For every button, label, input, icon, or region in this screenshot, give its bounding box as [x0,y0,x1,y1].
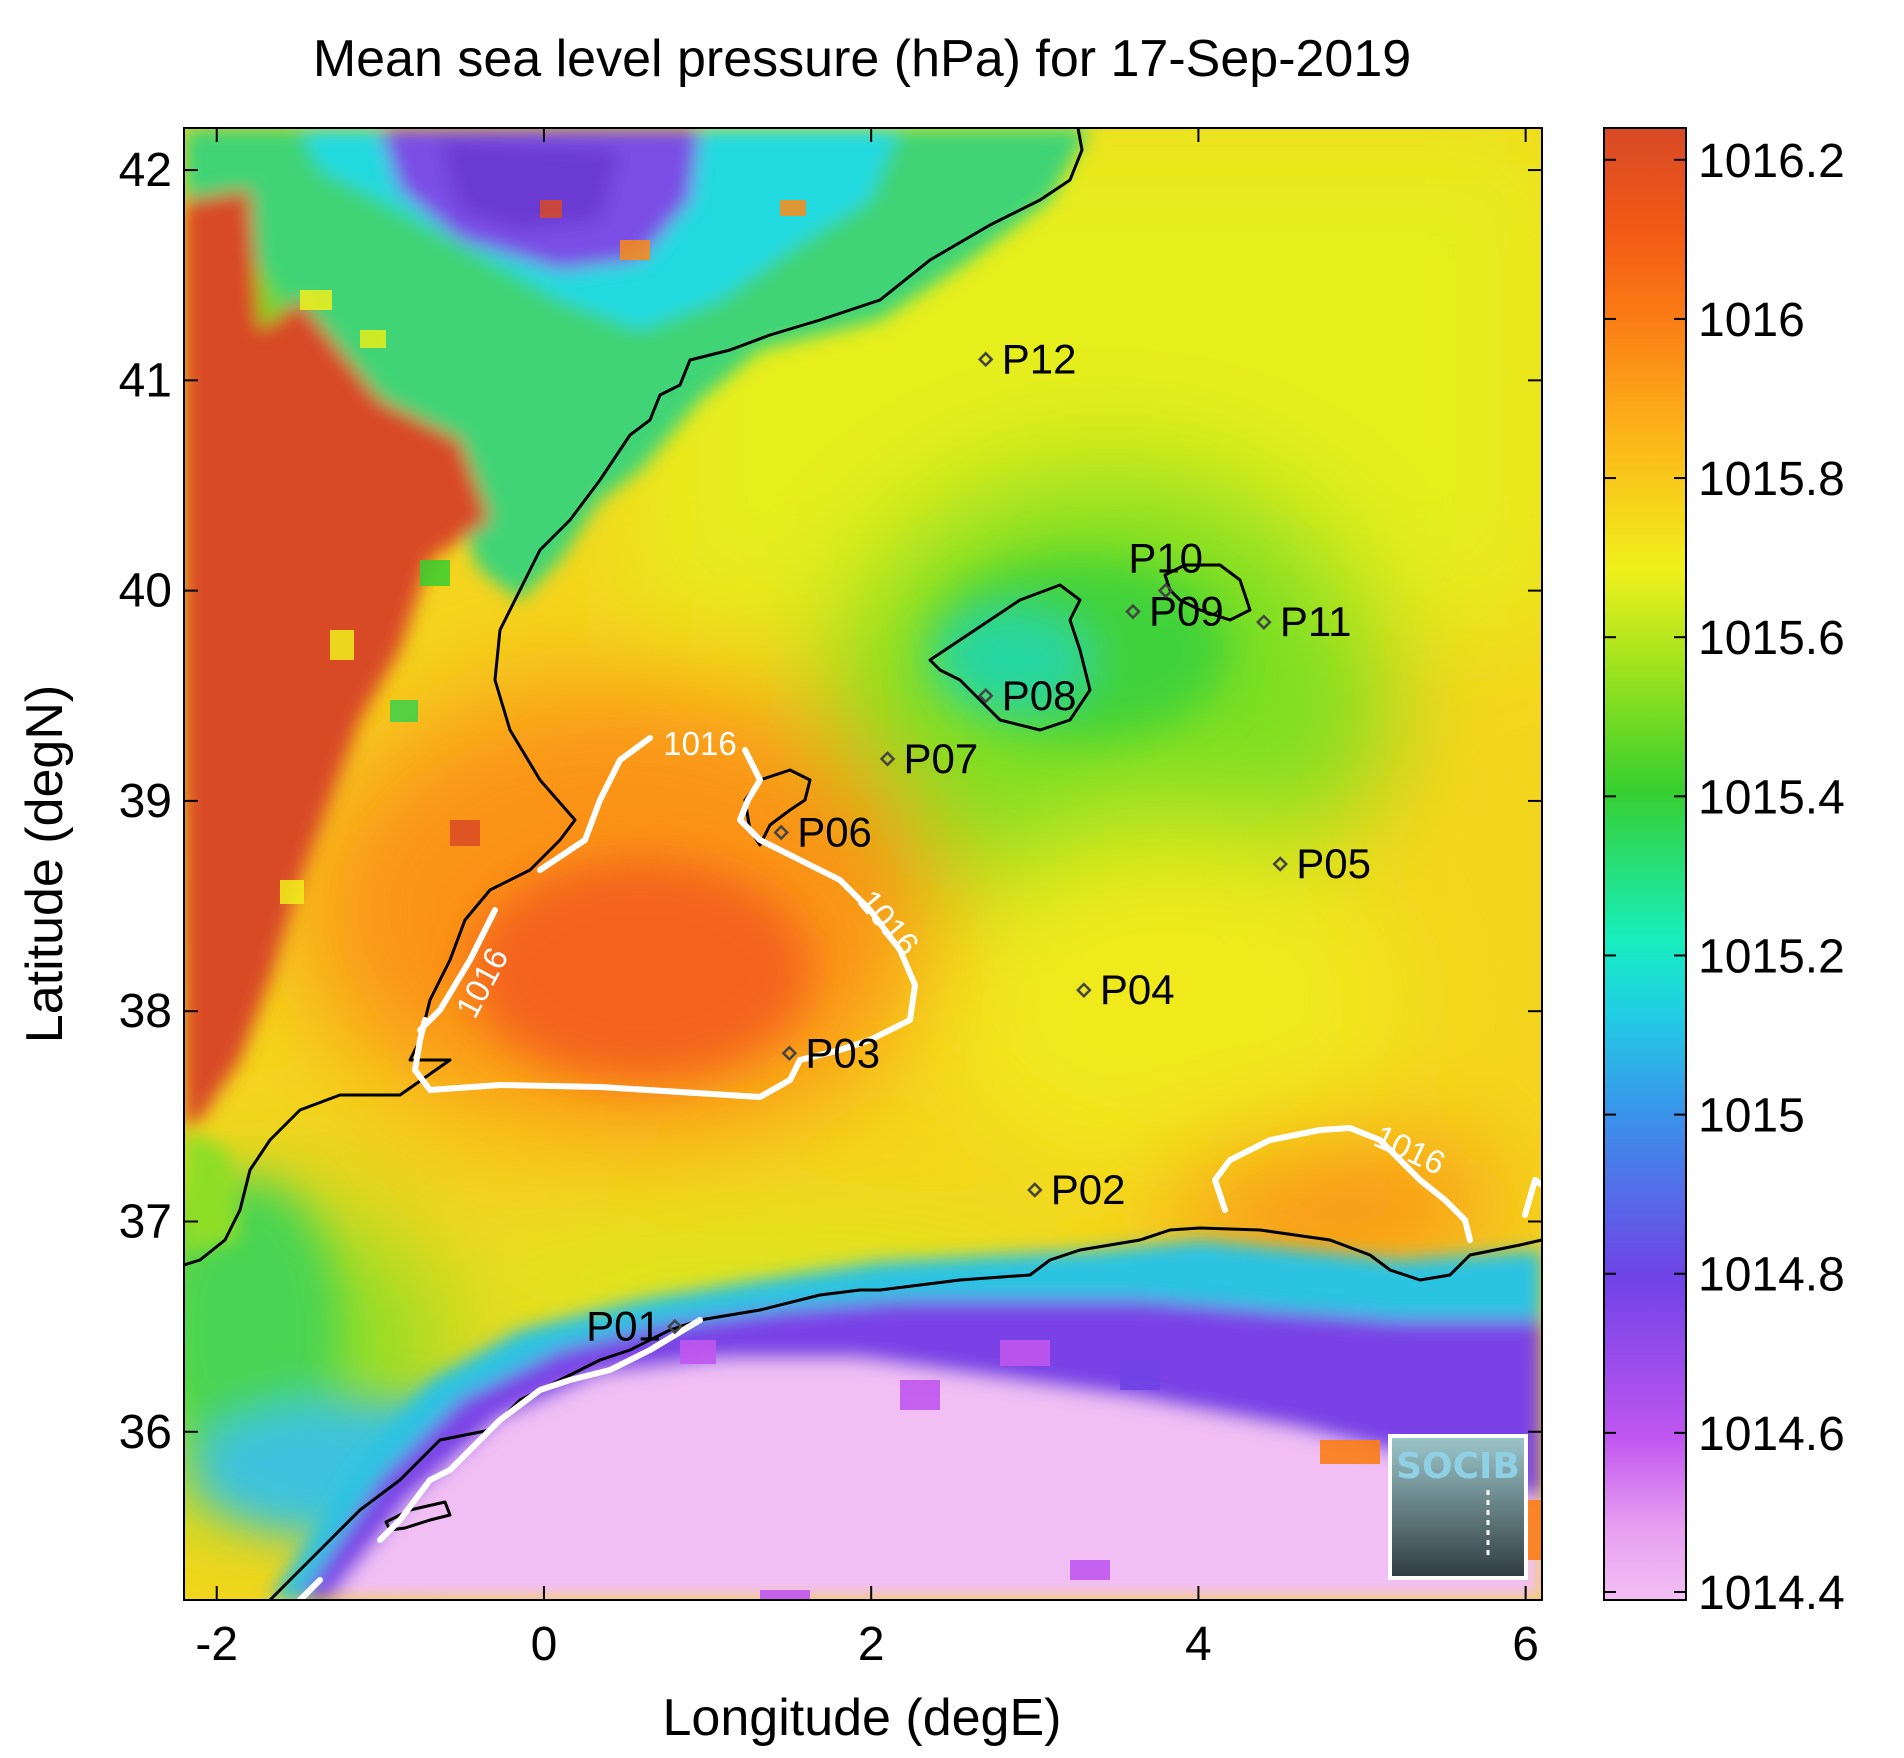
y-tick-label: 39 [119,775,172,828]
station-p07: P07 [879,735,979,782]
y-tick-label: 41 [119,354,172,407]
y-axis-ticks: 36 37 38 39 40 41 42 [119,144,1542,1459]
station-p02: P02 [1027,1166,1126,1213]
station-label: P06 [797,808,872,855]
station-p11: P11 [1256,598,1352,645]
colorbar-tick-label: 1015.2 [1698,930,1845,983]
y-axis-label: Latitude (degN) [16,685,74,1043]
station-label: P02 [1051,1166,1126,1213]
colorbar-tick-label: 1015 [1698,1090,1805,1143]
x-tick-label: -2 [195,1618,238,1671]
y-tick-label: 40 [119,565,172,618]
station-label: P05 [1296,840,1371,887]
station-p10: P10 [1128,535,1203,599]
colorbar-tick-label: 1014.8 [1698,1249,1845,1302]
colorbar-tick-label: 1014.4 [1698,1567,1845,1620]
station-p09: P09 [1125,588,1224,635]
station-marker [1157,582,1174,599]
station-label: P10 [1128,535,1203,582]
y-tick-label: 42 [119,144,172,197]
coastline [184,128,1542,1600]
colorbar-tick-label: 1016.2 [1698,135,1845,188]
station-marker [781,1045,798,1062]
station-label: P12 [1002,335,1077,382]
x-axis-ticks: -2 0 2 4 6 [195,128,1539,1671]
station-label: P11 [1280,598,1352,645]
chart-title: Mean sea level pressure (hPa) for 17-Sep… [313,30,1411,88]
colorbar-tick-label: 1015.4 [1698,771,1845,824]
station-marker [977,688,994,704]
station-marker [1125,603,1141,620]
colorbar [1603,127,1687,1601]
station-label: P07 [904,735,979,782]
contour-1016 [297,735,1542,1600]
station-label: P08 [1002,672,1077,719]
colorbar-ticks: 1014.4 1014.6 1014.8 1015 1015.2 1015.4 1015.6… [1604,135,1845,1620]
station-marker [667,1318,683,1335]
station-p05: P05 [1272,840,1371,887]
x-tick-label: 6 [1512,1618,1539,1671]
x-axis-label: Longitude (degE) [663,1689,1062,1747]
y-tick-label: 38 [119,985,172,1038]
station-marker [1076,982,1092,998]
station-marker [1027,1182,1043,1198]
station-marker [1256,614,1272,630]
station-label: P01 [586,1303,661,1350]
station-p06: P06 [773,808,872,855]
station-marker [879,751,896,767]
x-tick-label: 0 [531,1618,558,1671]
station-label: P04 [1100,966,1175,1013]
colorbar-tick-label: 1016 [1698,294,1805,347]
socib-logo-text: SOCIB [1396,1446,1520,1487]
station-p04: P04 [1076,966,1175,1013]
y-tick-label: 36 [119,1406,172,1459]
station-marker [773,824,789,841]
station-p01: P01 [586,1303,683,1350]
station-p08: P08 [977,672,1077,719]
colorbar-tick-label: 1015.6 [1698,612,1845,665]
x-tick-label: 2 [858,1618,885,1671]
station-p12: P12 [977,335,1077,382]
station-marker [1272,856,1288,872]
contour-label: 1016 [663,725,736,762]
station-markers: P01 P02 P03 P04 P05 P06 P07 P08 P09 P10 P11 P12 [586,335,1371,1349]
station-label: P03 [805,1029,880,1076]
station-marker [977,351,994,368]
colorbar-tick-label: 1015.8 [1698,453,1845,506]
socib-logo: SOCIB [1388,1434,1528,1580]
station-label: P09 [1149,588,1224,635]
x-tick-label: 4 [1185,1618,1212,1671]
y-tick-label: 37 [119,1195,172,1248]
pressure-field: 1016 1016 1016 1016 P01P02P03P04P05P06P0… [184,128,1542,1600]
colorbar-tick-label: 1014.6 [1698,1408,1845,1461]
map-axes-frame [183,127,1543,1601]
station-p03: P03 [781,1029,880,1076]
